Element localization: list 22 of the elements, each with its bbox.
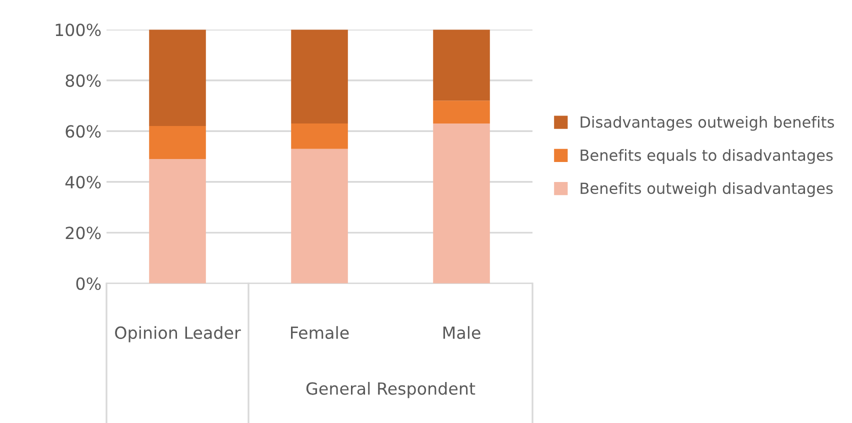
legend-label: Benefits outweigh disadvantages [580,182,833,198]
legend-label: Disadvantages outweigh benefits [580,116,834,131]
bar [291,30,348,124]
bar [149,30,206,126]
bar [291,148,348,284]
bar [291,124,348,149]
bar [149,126,206,160]
y-tick-label: 60% [66,125,101,138]
y-tick-label: 40% [65,176,101,188]
text: General Respondent [306,382,476,398]
y-tick-label: 0% [76,277,101,290]
bar [149,159,206,284]
legend-label: Benefits equals to disadvantages [580,149,833,164]
x-tick-label: Male [443,326,480,340]
bar [433,100,490,124]
bar [433,30,490,101]
x-tick-label: Female [291,326,349,340]
y-tick-label: 20% [66,226,101,240]
bar [433,124,490,284]
y-tick-label: 100% [56,24,101,36]
x-tick-label: Opinion Leader [115,326,241,342]
y-tick-label: 80% [66,74,101,87]
